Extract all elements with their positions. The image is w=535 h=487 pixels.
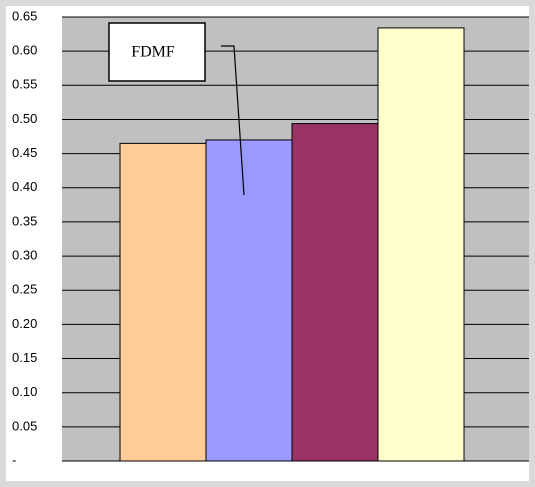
y-tick-label: 0.25 [12,282,37,297]
y-tick-label: 0.40 [12,179,37,194]
y-tick-label: 0.15 [12,350,37,365]
y-tick-label: 0.60 [12,43,37,58]
bars [119,27,465,462]
annotation-label: FDMF [131,44,175,61]
bar [377,27,465,462]
y-tick-label: 0.35 [12,213,37,228]
y-tick-label: 0.55 [12,77,37,92]
bar-chart: - 0.05 0.10 0.15 0.20 0.25 0.30 0.35 0.40 0.45 0.5… [12,8,529,467]
annotation: FDMF [108,22,245,196]
y-tick-label: 0.50 [12,111,37,126]
y-tick-label: 0.30 [12,248,37,263]
y-tick-label: 0.65 [12,8,37,23]
y-tick-label: 0.45 [12,145,37,160]
annotation-leader-line [221,45,245,196]
y-tick-label: 0.05 [12,418,37,433]
bar [119,142,207,462]
annotation-box [108,22,206,82]
y-tick-label: 0.10 [12,384,37,399]
chart-frame: - 0.05 0.10 0.15 0.20 0.25 0.30 0.35 0.40 0.45 0.5… [6,6,529,481]
bar [291,123,379,462]
y-axis-ticks: - 0.05 0.10 0.15 0.20 0.25 0.30 0.35 0.40 0.45 0.5… [12,8,37,467]
y-tick-label: - [12,452,16,467]
y-tick-label: 0.20 [12,316,37,331]
bar [205,139,293,462]
